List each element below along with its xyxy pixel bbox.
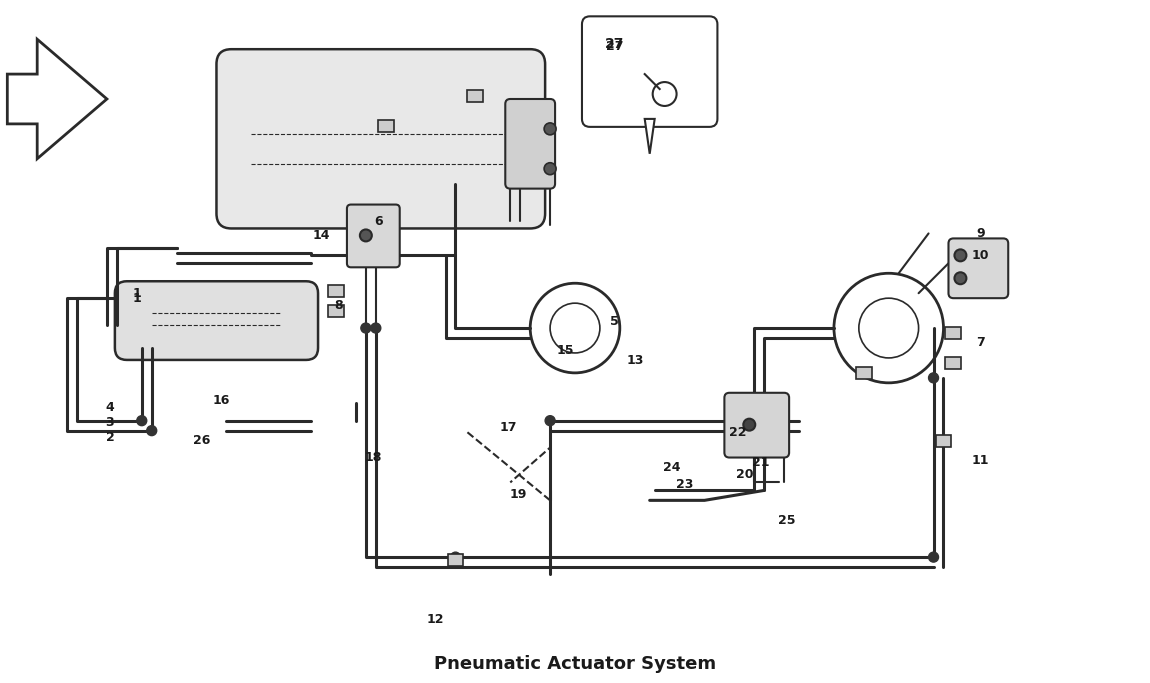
- Text: 25: 25: [779, 514, 796, 527]
- FancyBboxPatch shape: [115, 281, 319, 360]
- Circle shape: [928, 373, 938, 383]
- Text: 24: 24: [662, 461, 681, 474]
- Text: 7: 7: [976, 337, 984, 350]
- Text: 1: 1: [132, 292, 141, 305]
- Text: 5: 5: [611, 315, 619, 328]
- Circle shape: [954, 249, 966, 262]
- Circle shape: [370, 323, 381, 333]
- FancyBboxPatch shape: [949, 238, 1009, 298]
- Text: Pneumatic Actuator System: Pneumatic Actuator System: [434, 655, 716, 673]
- Circle shape: [147, 426, 156, 436]
- Text: 11: 11: [972, 454, 989, 467]
- Bar: [447, 554, 463, 566]
- FancyBboxPatch shape: [347, 205, 400, 267]
- Circle shape: [545, 416, 555, 426]
- Circle shape: [451, 552, 460, 562]
- Text: 17: 17: [499, 421, 518, 434]
- Circle shape: [137, 416, 147, 426]
- Text: 9: 9: [976, 227, 984, 240]
- Circle shape: [743, 419, 756, 431]
- Text: 6: 6: [375, 215, 383, 228]
- FancyBboxPatch shape: [216, 49, 545, 228]
- Text: 1: 1: [132, 287, 141, 300]
- Bar: [328, 305, 344, 317]
- Text: 12: 12: [427, 613, 444, 626]
- Text: 4: 4: [106, 401, 114, 414]
- Bar: [467, 90, 483, 102]
- Text: 20: 20: [736, 468, 753, 481]
- Text: 19: 19: [509, 488, 527, 501]
- Bar: [936, 434, 951, 447]
- Text: 23: 23: [676, 478, 693, 491]
- Text: 26: 26: [193, 434, 210, 447]
- Circle shape: [928, 552, 938, 562]
- Text: 16: 16: [213, 394, 230, 407]
- Polygon shape: [7, 39, 107, 158]
- Circle shape: [544, 163, 557, 175]
- Bar: [856, 367, 872, 379]
- Text: 18: 18: [365, 451, 382, 464]
- Bar: [945, 327, 961, 339]
- FancyBboxPatch shape: [505, 99, 555, 189]
- Text: 22: 22: [729, 426, 746, 439]
- Text: 13: 13: [626, 354, 644, 367]
- Text: 14: 14: [313, 229, 330, 242]
- Circle shape: [544, 123, 557, 135]
- Circle shape: [360, 229, 371, 241]
- Text: 10: 10: [972, 249, 989, 262]
- Circle shape: [750, 416, 759, 426]
- Bar: [945, 357, 961, 369]
- Text: 27: 27: [606, 40, 623, 53]
- Text: 8: 8: [335, 298, 344, 311]
- Text: 15: 15: [557, 344, 574, 357]
- Bar: [328, 285, 344, 297]
- Circle shape: [361, 323, 370, 333]
- Text: 27: 27: [605, 37, 624, 51]
- Text: 2: 2: [106, 431, 114, 444]
- Text: 3: 3: [106, 416, 114, 429]
- FancyBboxPatch shape: [724, 393, 789, 458]
- FancyBboxPatch shape: [582, 16, 718, 127]
- Circle shape: [954, 273, 966, 284]
- Bar: [378, 120, 393, 132]
- Text: 21: 21: [752, 456, 770, 469]
- Polygon shape: [645, 119, 654, 154]
